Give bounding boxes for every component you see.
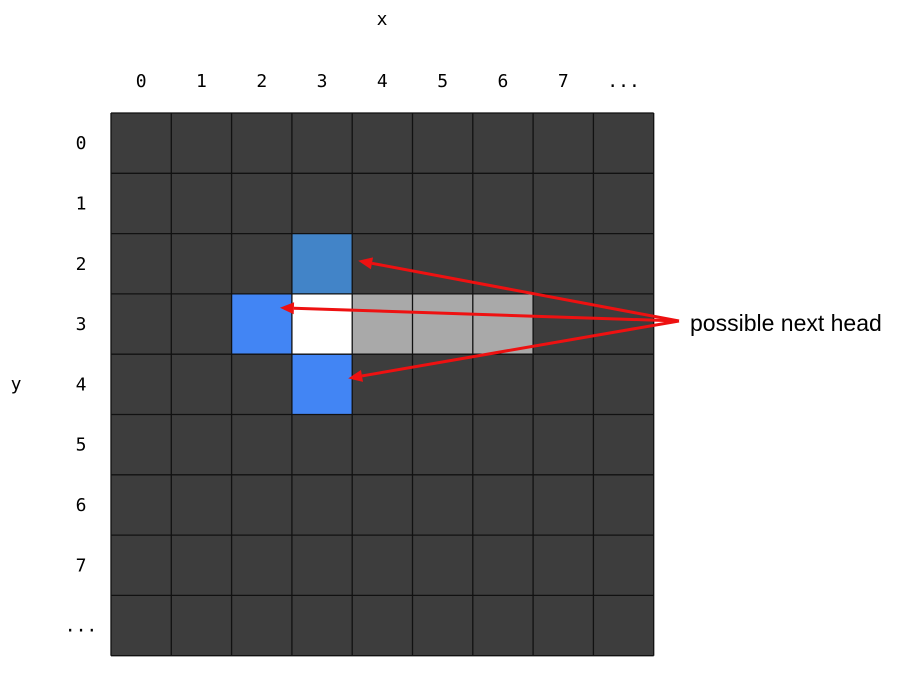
x-tick-label: 5: [437, 71, 448, 92]
y-tick-label: ...: [65, 616, 98, 637]
y-tick-label: 1: [76, 193, 87, 214]
cell-candidate-up: [291, 233, 353, 294]
arrow-line: [361, 319, 680, 378]
y-tick-label: 6: [76, 495, 87, 516]
annotation-label: possible next head: [690, 310, 882, 336]
x-tick-labels: 0 1 2 3 4 5 6 7...: [136, 71, 640, 92]
cell-candidate-down: [291, 354, 353, 415]
arrow-head: [348, 370, 364, 382]
grid-background: [111, 113, 654, 656]
arrow-line: [293, 306, 680, 323]
arrows: [279, 257, 680, 382]
cell-snake-body: [472, 293, 534, 355]
y-tick-label: 5: [76, 435, 87, 456]
y-axis-label: y: [11, 374, 22, 395]
x-axis-label: x: [377, 9, 388, 30]
cell-snake-head: [291, 293, 353, 355]
arrow-line: [371, 261, 680, 323]
x-tick-label: 2: [256, 71, 267, 92]
cell-snake-body: [412, 293, 473, 355]
y-tick-label: 3: [76, 314, 87, 335]
x-tick-label: 7: [558, 71, 569, 92]
grid-lines: [110, 112, 655, 657]
x-tick-label: 1: [196, 71, 207, 92]
x-tick-label: 4: [377, 71, 388, 92]
y-tick-label: 4: [76, 374, 87, 395]
x-tick-label: 3: [317, 71, 328, 92]
y-tick-label: 0: [76, 133, 87, 154]
cell-candidate-left: [231, 293, 292, 355]
arrow-head: [279, 302, 295, 315]
x-tick-label: ...: [607, 71, 640, 92]
x-tick-label: 6: [498, 71, 509, 92]
y-tick-label: 7: [76, 555, 87, 576]
y-tick-label: 2: [76, 254, 87, 275]
y-tick-labels: 0 1 2 3 4 5 6 7...: [65, 133, 98, 636]
grid-cells: [231, 233, 534, 415]
x-tick-label: 0: [136, 71, 147, 92]
arrow-head: [358, 257, 374, 270]
cell-snake-body: [352, 293, 413, 355]
